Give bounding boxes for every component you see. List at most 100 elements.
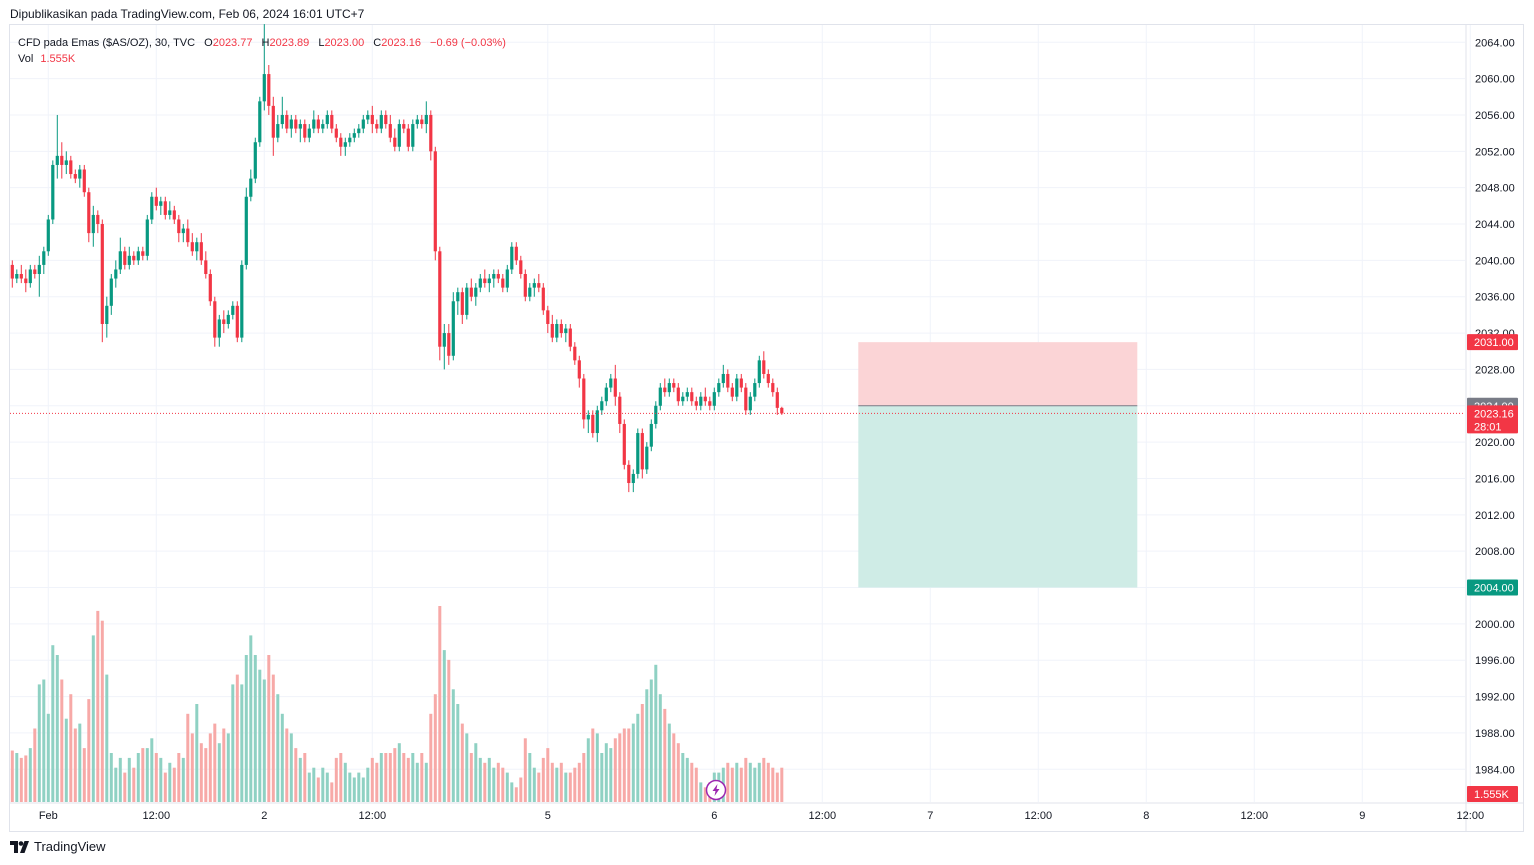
candle-body: [150, 196, 154, 220]
volume-bar: [280, 713, 284, 802]
candle-body: [226, 314, 230, 324]
symbol-label[interactable]: CFD pada Emas ($AS/OZ), 30, TVC: [18, 37, 196, 49]
candle: [24, 269, 28, 293]
candle: [771, 378, 775, 397]
candle-body: [546, 310, 550, 324]
candle-body: [73, 174, 77, 179]
price-tick-label: 2056.00: [1475, 110, 1515, 122]
volume-bar: [222, 728, 226, 802]
candle-body: [109, 278, 113, 306]
candle: [285, 110, 289, 134]
price-axis[interactable]: 2064.00 2060.00 2056.00 2052.00 2048.00 2044.…: [1465, 25, 1515, 831]
candle: [433, 146, 437, 261]
candle: [235, 301, 239, 343]
volume-bar: [267, 655, 271, 802]
price-tick-label: 2048.00: [1475, 183, 1515, 195]
candle-body: [348, 137, 352, 143]
take-profit-zone: [858, 405, 1138, 588]
candle: [352, 128, 356, 143]
volume-bar: [91, 635, 95, 802]
candle: [712, 387, 716, 411]
candle: [271, 96, 275, 156]
candle: [663, 378, 667, 397]
volume-bar: [64, 718, 68, 802]
volume-bar: [235, 674, 239, 802]
candle: [690, 387, 694, 406]
volume-bar: [195, 704, 199, 802]
candle-body: [321, 124, 325, 129]
candle: [42, 246, 46, 275]
candle-body: [564, 328, 568, 334]
volume-bar: [361, 777, 365, 802]
candle: [613, 364, 617, 406]
stop-price-tag: 2031.00: [1467, 334, 1518, 351]
volume-bar: [586, 738, 590, 802]
volume-bar: [127, 757, 131, 802]
candle-body: [640, 433, 644, 470]
candle: [645, 442, 649, 474]
candle-body: [577, 360, 581, 379]
candle: [523, 269, 527, 302]
volume-bar: [609, 748, 613, 802]
candle: [379, 110, 383, 134]
candle-body: [244, 196, 248, 265]
volume-label[interactable]: Vol: [18, 53, 34, 65]
candle: [600, 396, 604, 415]
volume-bar: [694, 767, 698, 802]
price-tick-label: 1992.00: [1475, 692, 1515, 704]
volume-bar: [226, 733, 230, 802]
volume-bar: [154, 753, 158, 802]
time-tick-label: 6: [711, 810, 717, 822]
candle: [496, 269, 500, 284]
candle-body: [730, 387, 734, 397]
candle: [105, 296, 109, 338]
candle-body: [51, 164, 55, 220]
candle-body: [190, 242, 194, 252]
time-tick-label: 7: [927, 810, 933, 822]
candle: [735, 373, 739, 402]
candle: [366, 110, 370, 125]
time-axis[interactable]: Feb12:00212:005612:00712:00812:00912:001…: [10, 802, 1534, 822]
candle: [141, 246, 145, 261]
candle-body: [618, 396, 622, 424]
volume-bar: [753, 767, 757, 802]
candle-body: [123, 251, 127, 265]
candle: [591, 410, 595, 438]
volume-bar: [379, 753, 383, 802]
candle-body: [235, 305, 239, 338]
candle-body: [762, 360, 766, 374]
candle: [109, 274, 113, 315]
high-value: 2023.89: [269, 37, 310, 49]
candle-body: [573, 346, 577, 361]
candle: [654, 401, 658, 429]
candle: [424, 101, 428, 134]
candle-body: [667, 383, 671, 393]
candle-body: [388, 124, 392, 138]
candle-body: [208, 274, 212, 302]
candle-body: [438, 251, 442, 347]
candle: [64, 151, 68, 175]
candle-body: [550, 323, 554, 338]
candle: [316, 114, 320, 134]
candlesticks: [10, 24, 784, 493]
candle-body: [33, 269, 37, 275]
candle-body: [307, 128, 311, 138]
candle-body: [429, 114, 433, 152]
candle-body: [568, 328, 572, 347]
candle-body: [312, 119, 316, 129]
candle-body: [478, 278, 482, 288]
candle: [375, 119, 379, 134]
volume-bar: [532, 767, 536, 802]
candle-body: [361, 119, 365, 129]
candle: [672, 378, 676, 393]
candle: [537, 274, 541, 293]
candle: [145, 214, 149, 261]
candle: [78, 164, 82, 188]
lightning-icon[interactable]: [705, 779, 727, 801]
tradingview-brand[interactable]: TradingView: [10, 839, 106, 854]
long-position-tool[interactable]: [858, 342, 1138, 588]
candle: [91, 205, 95, 247]
volume-bar: [78, 723, 82, 802]
volume-bar: [294, 748, 298, 802]
